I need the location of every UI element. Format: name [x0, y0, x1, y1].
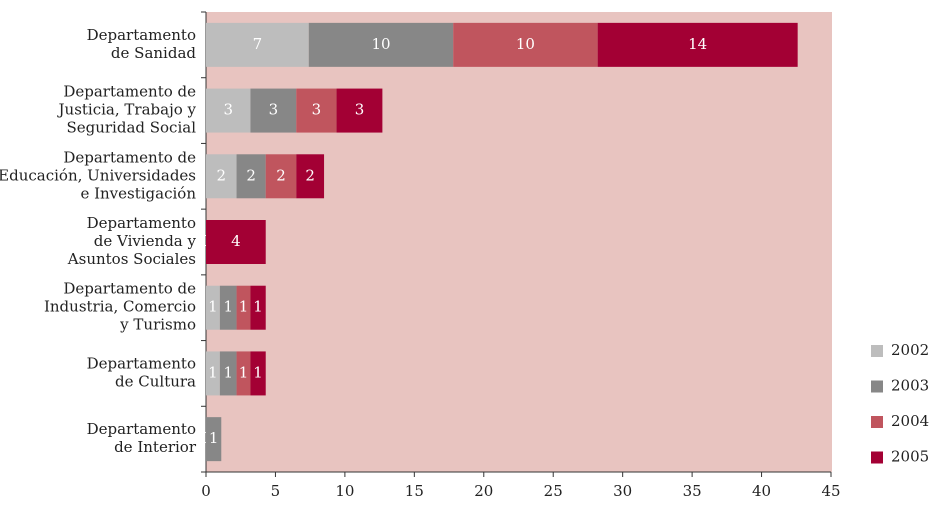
x-tick-label: 10: [335, 482, 354, 500]
bar-segment: [308, 22, 454, 67]
value-label: 3: [223, 101, 233, 119]
value-label: 1: [223, 363, 233, 381]
value-label: 1: [253, 363, 263, 381]
bar-segment: [296, 88, 337, 133]
bar-segment: [206, 285, 220, 330]
legend-label: 2002: [891, 341, 929, 359]
value-label: 1: [208, 363, 218, 381]
value-label: 3: [355, 101, 365, 119]
value-label: 14: [688, 35, 707, 53]
value-label: 7: [253, 35, 263, 53]
x-tick-label: 20: [474, 482, 493, 500]
value-label: 2: [246, 166, 256, 184]
bar-segment: [206, 88, 251, 133]
bar-segment: [206, 22, 309, 67]
legend-swatch: [871, 416, 883, 428]
x-tick-label: 0: [201, 482, 211, 500]
category-label: Departamento de Educación, Universidades e…: [0, 148, 196, 202]
category-label: Departamento de Sanidad: [87, 26, 197, 62]
value-label: 1: [239, 298, 249, 316]
legend-label: 2003: [891, 377, 929, 395]
bar-segment: [336, 88, 383, 133]
x-tick-label: 30: [613, 482, 632, 500]
x-tick-label: 25: [544, 482, 563, 500]
bar-segment: [265, 154, 297, 199]
value-label: 1: [223, 298, 233, 316]
category-label: Departamento de Industria, Comercio y Turi…: [44, 280, 196, 334]
x-tick-label: 15: [405, 482, 424, 500]
bar-segment: [219, 351, 237, 396]
bar-segment: [250, 285, 266, 330]
legend-label: 2004: [891, 412, 929, 430]
value-label: 3: [269, 101, 279, 119]
x-tick-label: 45: [821, 482, 840, 500]
category-label: Departamento de Interior: [87, 420, 197, 456]
legend-swatch: [871, 451, 883, 464]
bar-segment: [236, 351, 251, 396]
value-label: 10: [371, 35, 390, 53]
value-label: 1: [239, 363, 249, 381]
value-label: 1: [209, 429, 219, 447]
bar-segment: [236, 285, 251, 330]
category-label: Departamento de Justicia, Trabajo y Seguri…: [57, 83, 197, 137]
value-label: 1: [208, 298, 218, 316]
bar-segment: [296, 154, 325, 199]
bar-segment: [206, 154, 237, 199]
value-label: 2: [217, 166, 227, 184]
bar-segment: [206, 417, 222, 462]
legend-swatch: [871, 380, 883, 393]
x-tick-label: 35: [683, 482, 702, 500]
bar-segment: [219, 285, 237, 330]
value-label: 10: [516, 35, 535, 53]
value-label: 2: [276, 166, 286, 184]
legend-swatch: [871, 345, 883, 357]
bar-segment: [453, 22, 598, 67]
bar-segment: [206, 351, 220, 396]
category-label: Departamento de Cultura: [87, 354, 196, 390]
value-label: 2: [305, 166, 315, 184]
value-label: 3: [312, 101, 322, 119]
value-label: 1: [253, 298, 263, 316]
bar-segment: [236, 154, 266, 199]
bar-segment: [250, 351, 266, 396]
bar-segment: [206, 220, 266, 264]
legend-label: 2005: [891, 448, 929, 466]
category-label: Departamento de Vivienda y Asuntos Sociale…: [67, 214, 197, 268]
bar-segment: [597, 22, 798, 67]
plot-area: [206, 12, 832, 472]
x-tick-label: 40: [752, 482, 771, 500]
value-label: 4: [231, 232, 241, 250]
bar-segment: [250, 88, 297, 133]
x-tick-label: 5: [271, 482, 281, 500]
